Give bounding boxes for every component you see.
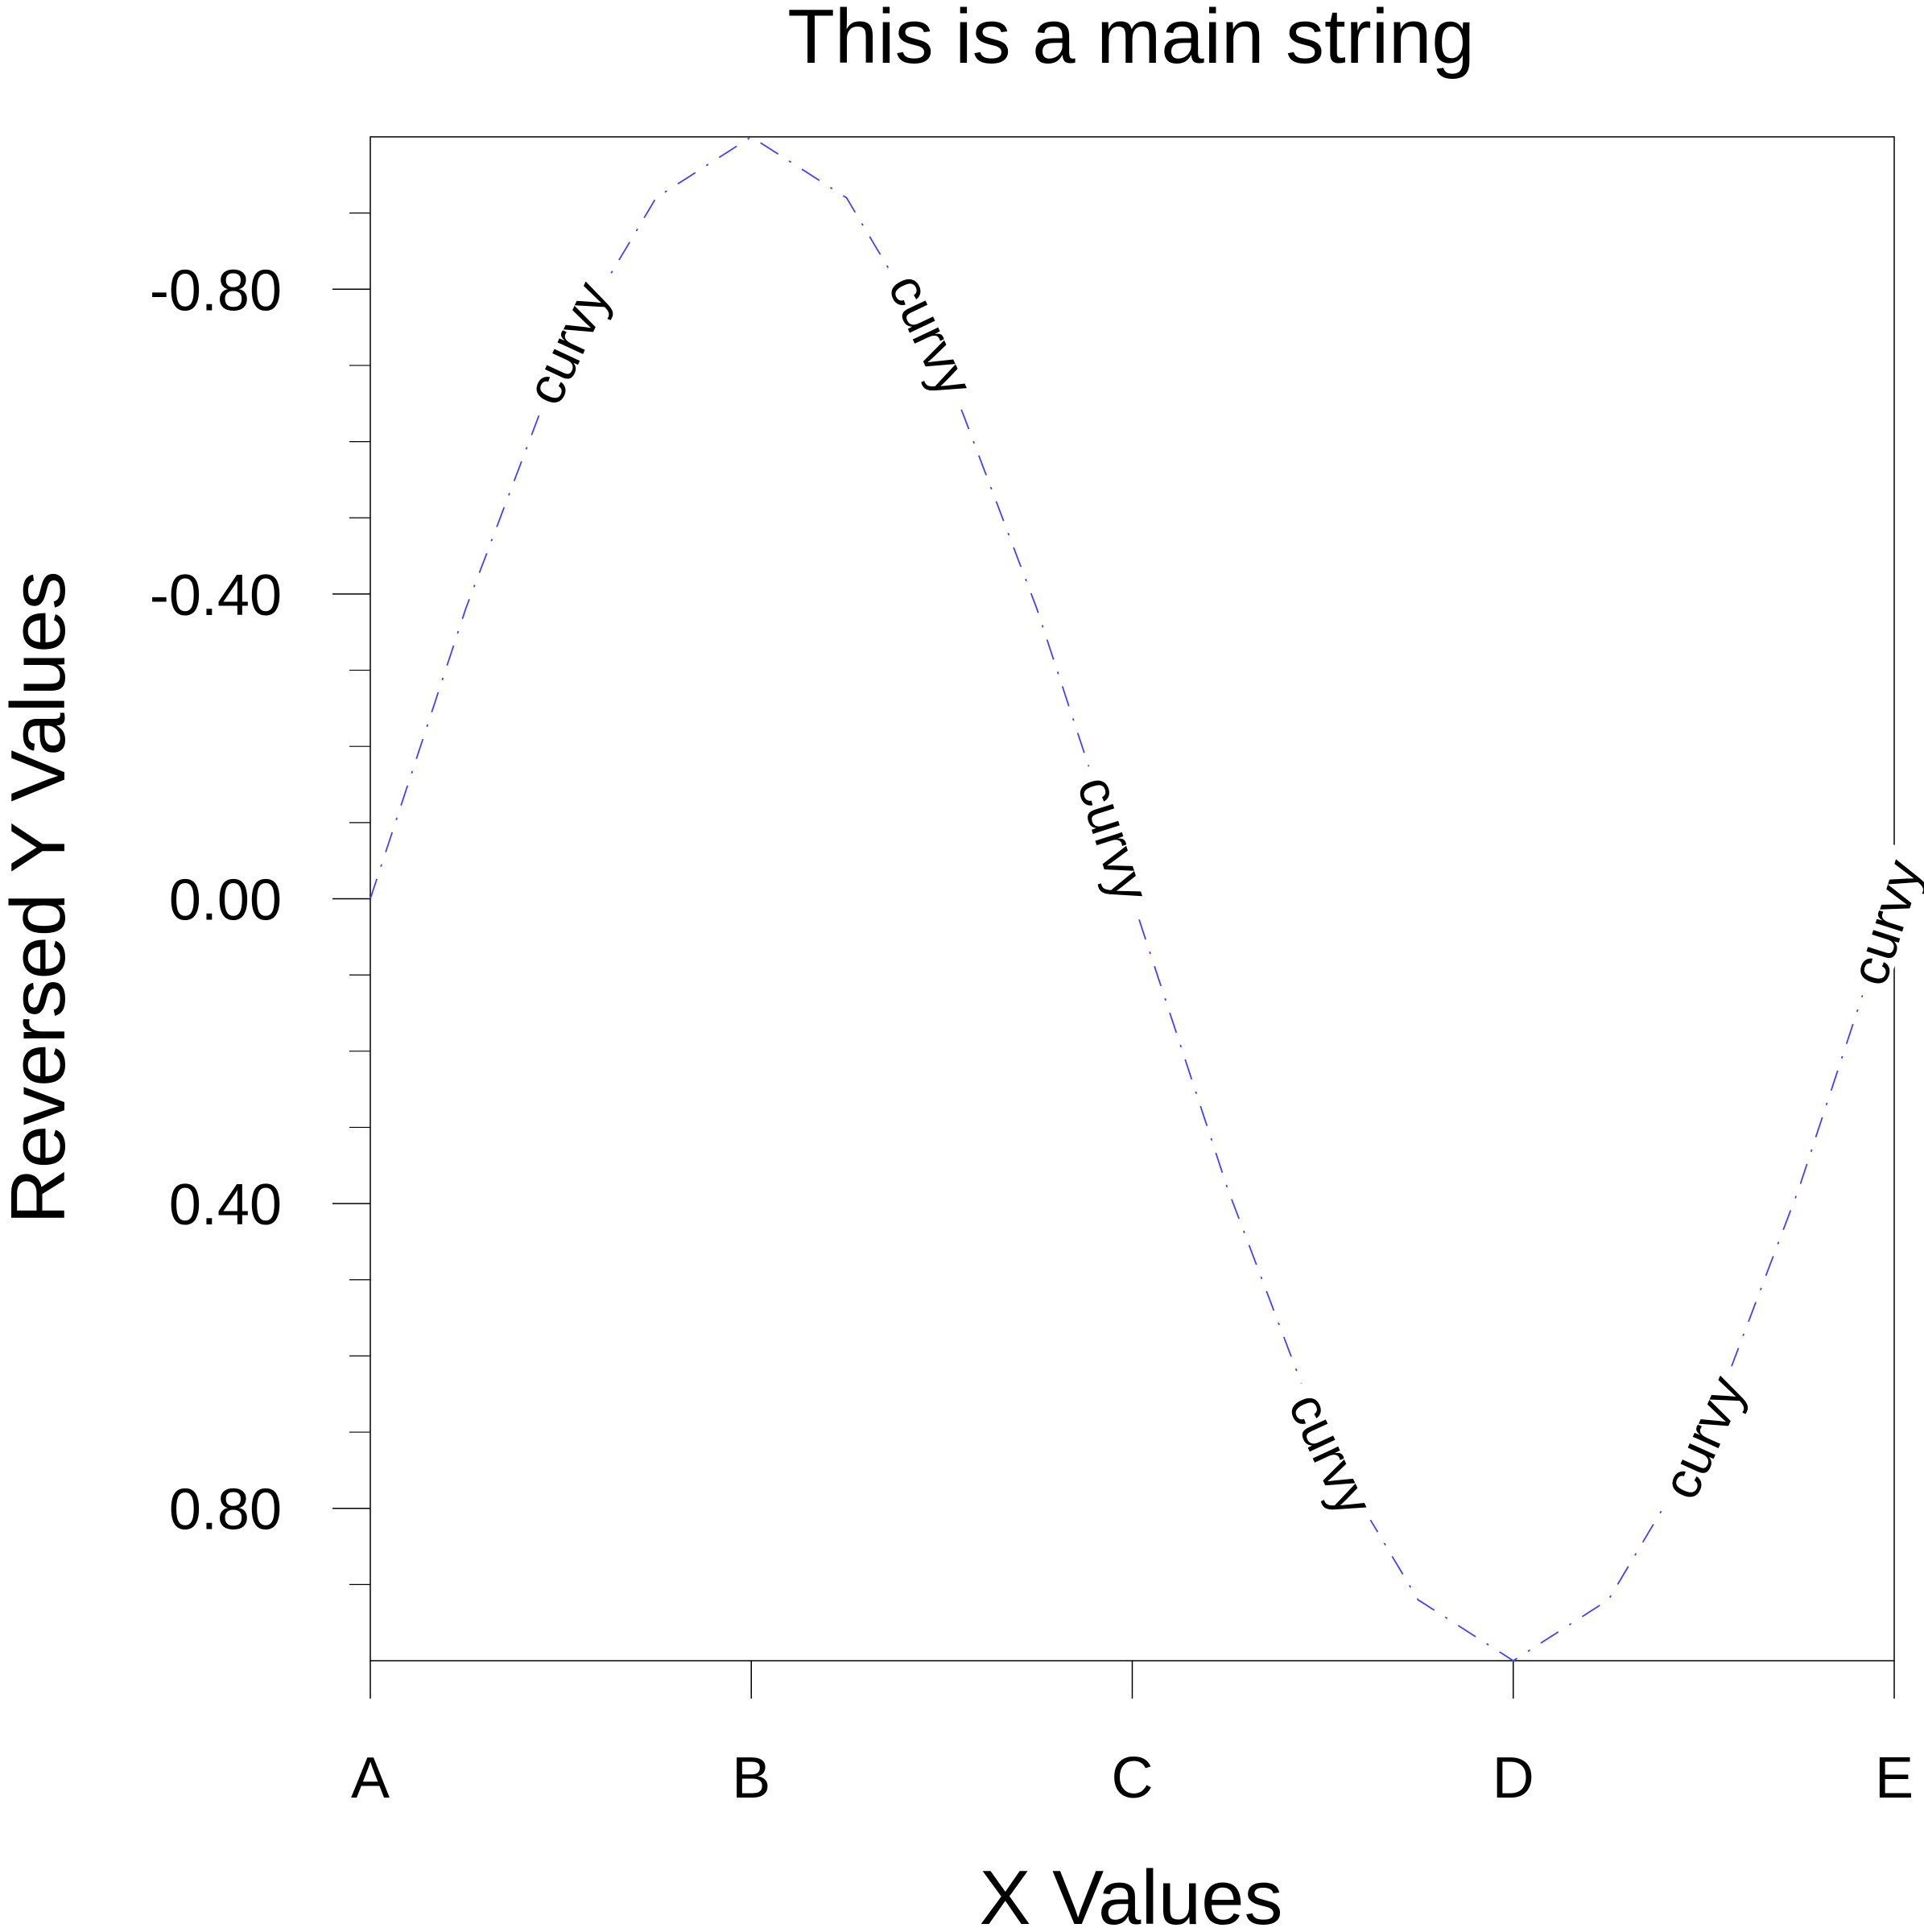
curve-label: curvy [1838,853,1924,993]
y-tick-label: 0.40 [169,1173,282,1237]
x-tick-label: A [351,1746,390,1810]
curve-label: curvy [1649,1367,1756,1507]
x-tick-label: C [1112,1746,1154,1810]
x-tick-label: D [1493,1746,1534,1810]
x-tick-label: E [1875,1746,1914,1810]
curve-label-gap [1642,1354,1755,1517]
y-tick-label: -0.40 [150,564,282,628]
curve-label: curvy [1067,770,1162,909]
y-axis-label: Reversed Y Values [0,571,81,1224]
axis-ticks: A B C D E -0.80 -0.40 0.00 0.40 0.80 [150,213,1914,1810]
x-tick-label: B [732,1746,770,1810]
curve-label-gap [1832,840,1924,1002]
series-line [370,135,1895,1662]
y-tick-label: 0.80 [169,1478,282,1542]
x-axis-label: X Values [979,1855,1282,1932]
curve-label-gap [1070,756,1167,919]
curve-label: curvy [1278,1384,1385,1524]
plot-area: curvy curvy curvy curvy curvy curvy [370,135,1924,1662]
curve-label-gap [878,252,993,414]
curve-label: curvy [877,265,985,405]
chart-title: This is a main string [787,0,1475,80]
y-tick-label: 0.00 [169,869,282,933]
curve-label: curvy [514,273,621,413]
curve-label-gap [1279,1371,1392,1533]
curve-label-gap [506,260,620,422]
y-tick-label: -0.80 [150,258,282,323]
